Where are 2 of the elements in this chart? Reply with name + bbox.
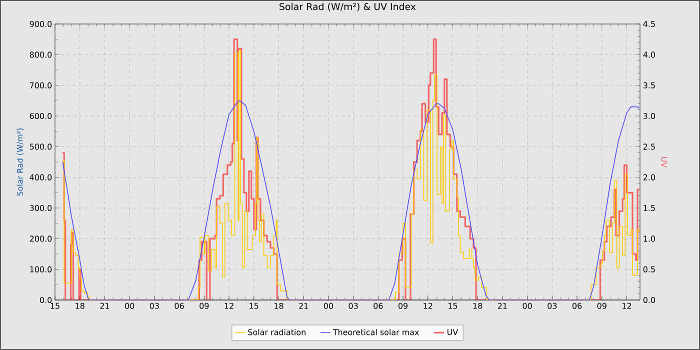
chart-title: Solar Rad (W/m²) & UV Index [280, 2, 416, 12]
line-series [62, 100, 640, 300]
